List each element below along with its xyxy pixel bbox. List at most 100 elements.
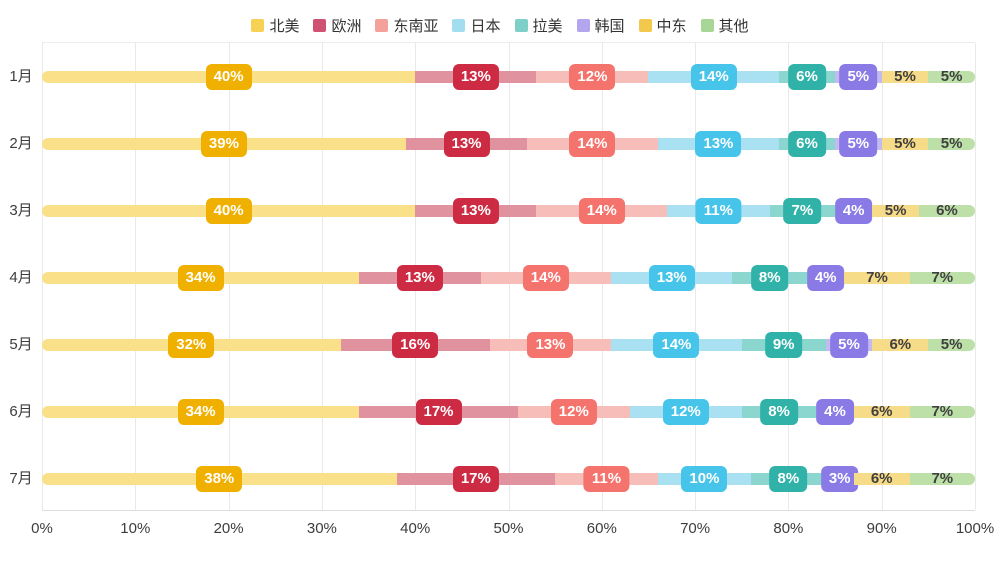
bar-segment: 16% (340, 331, 490, 359)
legend-item[interactable]: 其他 (700, 15, 749, 36)
segment-value-badge: 17% (415, 398, 462, 425)
legend-item[interactable]: 北美 (251, 15, 299, 36)
y-axis-label: 1月 (9, 68, 33, 85)
segment-value-label: 5% (894, 67, 916, 85)
bar-segment: 7% (769, 197, 835, 225)
bar-segment: 4% (806, 264, 845, 292)
stacked-bar: 40% 13% 12% 14% 6% 5% 5% 5% (42, 63, 975, 91)
bar-segment: 17% (396, 465, 556, 493)
segment-value-badge: 14% (578, 197, 625, 224)
x-axis-tick: 90% (866, 520, 897, 537)
x-axis-tick: 20% (213, 520, 244, 537)
segment-value-badge: 13% (452, 63, 499, 90)
segment-value-badge: 4% (834, 197, 873, 224)
segment-value-badge: 38% (196, 465, 243, 492)
legend-item[interactable]: 中东 (638, 15, 687, 36)
legend-item[interactable]: 日本 (452, 15, 501, 36)
bar-segment: 14% (536, 197, 668, 225)
bar-segment: 13% (489, 331, 612, 359)
segment-value-badge: 14% (690, 63, 737, 90)
x-axis-tick: 0% (31, 520, 53, 537)
legend-item-label: 日本 (470, 17, 501, 35)
x-axis: 0% 10% 20% 30% 40% 50% 60% 70% 80% 90% 100% (31, 510, 994, 544)
bar-segment: 13% (359, 264, 481, 292)
segment-value-badge: 40% (205, 197, 252, 224)
segment-value-badge: 10% (681, 465, 728, 492)
segment-value-label: 5% (894, 134, 916, 152)
segment-value-label: 7% (866, 268, 888, 286)
segment-value-badge: 13% (452, 197, 499, 224)
chart-row: 32% 16% 13% 14% 9% 5% 6% 5% (42, 311, 975, 378)
segment-strip (844, 271, 910, 284)
bar-segment: 6% (853, 465, 910, 493)
bar-segment: 6% (918, 197, 975, 225)
bar-segment: 7% (844, 264, 910, 292)
bar-segment: 5% (872, 197, 919, 225)
stacked-bar: 32% 16% 13% 14% 9% 5% 6% 5% (42, 331, 975, 359)
legend-item-label: 拉美 (532, 17, 563, 35)
bar-rows: 40% 13% 12% 14% 6% 5% 5% 5% 39% 13% 14% 13% 6% 5% 5% 5%… (42, 43, 975, 512)
segment-strip (909, 271, 975, 284)
legend-swatch-icon (313, 18, 327, 32)
bar-segment: 8% (741, 398, 817, 426)
legend-item[interactable]: 东南亚 (375, 15, 438, 36)
chart-row: 40% 13% 14% 11% 7% 4% 5% 6% (42, 177, 975, 244)
legend-item[interactable]: 拉美 (514, 15, 563, 36)
segment-value-label: 6% (870, 469, 893, 487)
segment-value-badge: 5% (830, 331, 868, 358)
bar-segment: 7% (909, 398, 975, 426)
bar-segment: 9% (741, 331, 826, 359)
segment-value-badge: 32% (168, 331, 215, 358)
y-axis-label: 5月 (9, 336, 33, 353)
x-axis-tick: 80% (773, 520, 804, 537)
segment-value-badge: 17% (452, 465, 499, 492)
plot-wrap: 1月 2月 3月 4月 5月 6月 7月 40% 13% 12% 14% 6% 5% 5% 5% 39% 13… (0, 42, 1000, 537)
chart-row: 39% 13% 14% 13% 6% 5% 5% 5% (42, 110, 975, 177)
bar-segment: 5% (835, 130, 882, 158)
bar-segment: 40% (42, 63, 416, 91)
bar-segment: 8% (732, 264, 808, 292)
plot-area: 40% 13% 12% 14% 6% 5% 5% 5% 39% 13% 14% 13% 6% 5% 5% 5%… (31, 42, 994, 537)
bar-segment: 6% (872, 331, 929, 359)
segment-value-badge: 4% (816, 398, 854, 425)
segment-value-label: 5% (940, 67, 963, 85)
segment-value-badge: 11% (583, 465, 630, 492)
legend-item[interactable]: 韩国 (576, 15, 625, 36)
bar-segment: 14% (480, 264, 612, 292)
segment-value-badge: 5% (839, 130, 878, 157)
bar-segment: 11% (555, 465, 658, 493)
y-axis-label: 7月 (9, 470, 33, 487)
legend-item[interactable]: 欧洲 (313, 15, 361, 36)
bar-segment: 10% (657, 465, 752, 493)
bar-segment: 12% (517, 398, 630, 426)
segment-value-badge: 3% (820, 465, 859, 492)
segment-value-badge: 7% (783, 197, 822, 224)
stacked-bar: 39% 13% 14% 13% 6% 5% 5% 5% (42, 130, 975, 158)
bar-segment: 13% (415, 63, 537, 91)
bar-segment: 5% (825, 331, 873, 359)
segment-value-badge: 6% (788, 130, 826, 157)
bar-segment: 13% (611, 264, 733, 292)
y-axis-label: 2月 (9, 135, 33, 152)
segment-value-badge: 12% (550, 398, 597, 425)
segment-strip (909, 472, 975, 485)
bar-segment: 14% (648, 63, 780, 91)
legend-item-label: 韩国 (594, 17, 625, 35)
segment-value-badge: 40% (205, 63, 252, 90)
legend-swatch-icon (251, 18, 265, 32)
segment-strip (872, 338, 929, 351)
x-axis-tick: 60% (586, 520, 617, 537)
segment-value-badge: 14% (569, 130, 616, 157)
bar-segment: 32% (42, 331, 341, 359)
bar-segment: 5% (928, 63, 975, 91)
gridline (975, 43, 976, 510)
bar-segment: 5% (881, 130, 929, 158)
bar-segment: 6% (853, 398, 910, 426)
legend-swatch-icon (638, 18, 652, 32)
legend-swatch-icon (576, 18, 590, 32)
segment-strip (881, 70, 929, 83)
y-axis-label: 6月 (9, 403, 33, 420)
legend-swatch-icon (700, 18, 714, 32)
segment-strip (928, 137, 975, 150)
bar-segment: 5% (835, 63, 882, 91)
